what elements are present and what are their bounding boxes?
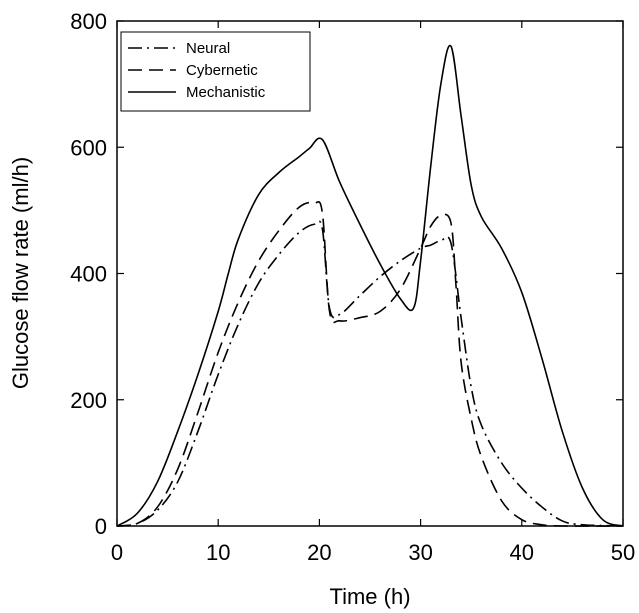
series-line-neural [116,220,624,527]
x-tick-label: 0 [111,540,123,565]
x-axis: 0 10 20 30 40 50 [111,21,635,565]
y-tick-label: 800 [70,9,107,34]
series-line-cybernetic [116,200,624,527]
legend-label: Neural [186,40,230,57]
x-tick-label: 10 [206,540,230,565]
legend: Neural Cybernetic Mechanistic [120,31,311,112]
x-axis-title: Time (h) [329,584,410,609]
legend-label: Mechanistic [186,84,266,101]
x-tick-label: 50 [611,540,635,565]
legend-label: Cybernetic [186,62,258,79]
x-tick-label: 20 [307,540,331,565]
x-tick-label: 40 [510,540,534,565]
y-tick-label: 200 [70,388,107,413]
series-line-mechanistic [116,44,624,527]
y-tick-label: 600 [70,135,107,160]
y-axis: 0 200 400 600 800 [70,9,623,539]
y-tick-label: 0 [95,514,107,539]
legend-box [120,31,311,112]
y-tick-label: 400 [70,262,107,287]
y-axis-title: Glucose flow rate (ml/h) [8,157,33,389]
x-tick-label: 30 [408,540,432,565]
series-lines [116,44,624,527]
